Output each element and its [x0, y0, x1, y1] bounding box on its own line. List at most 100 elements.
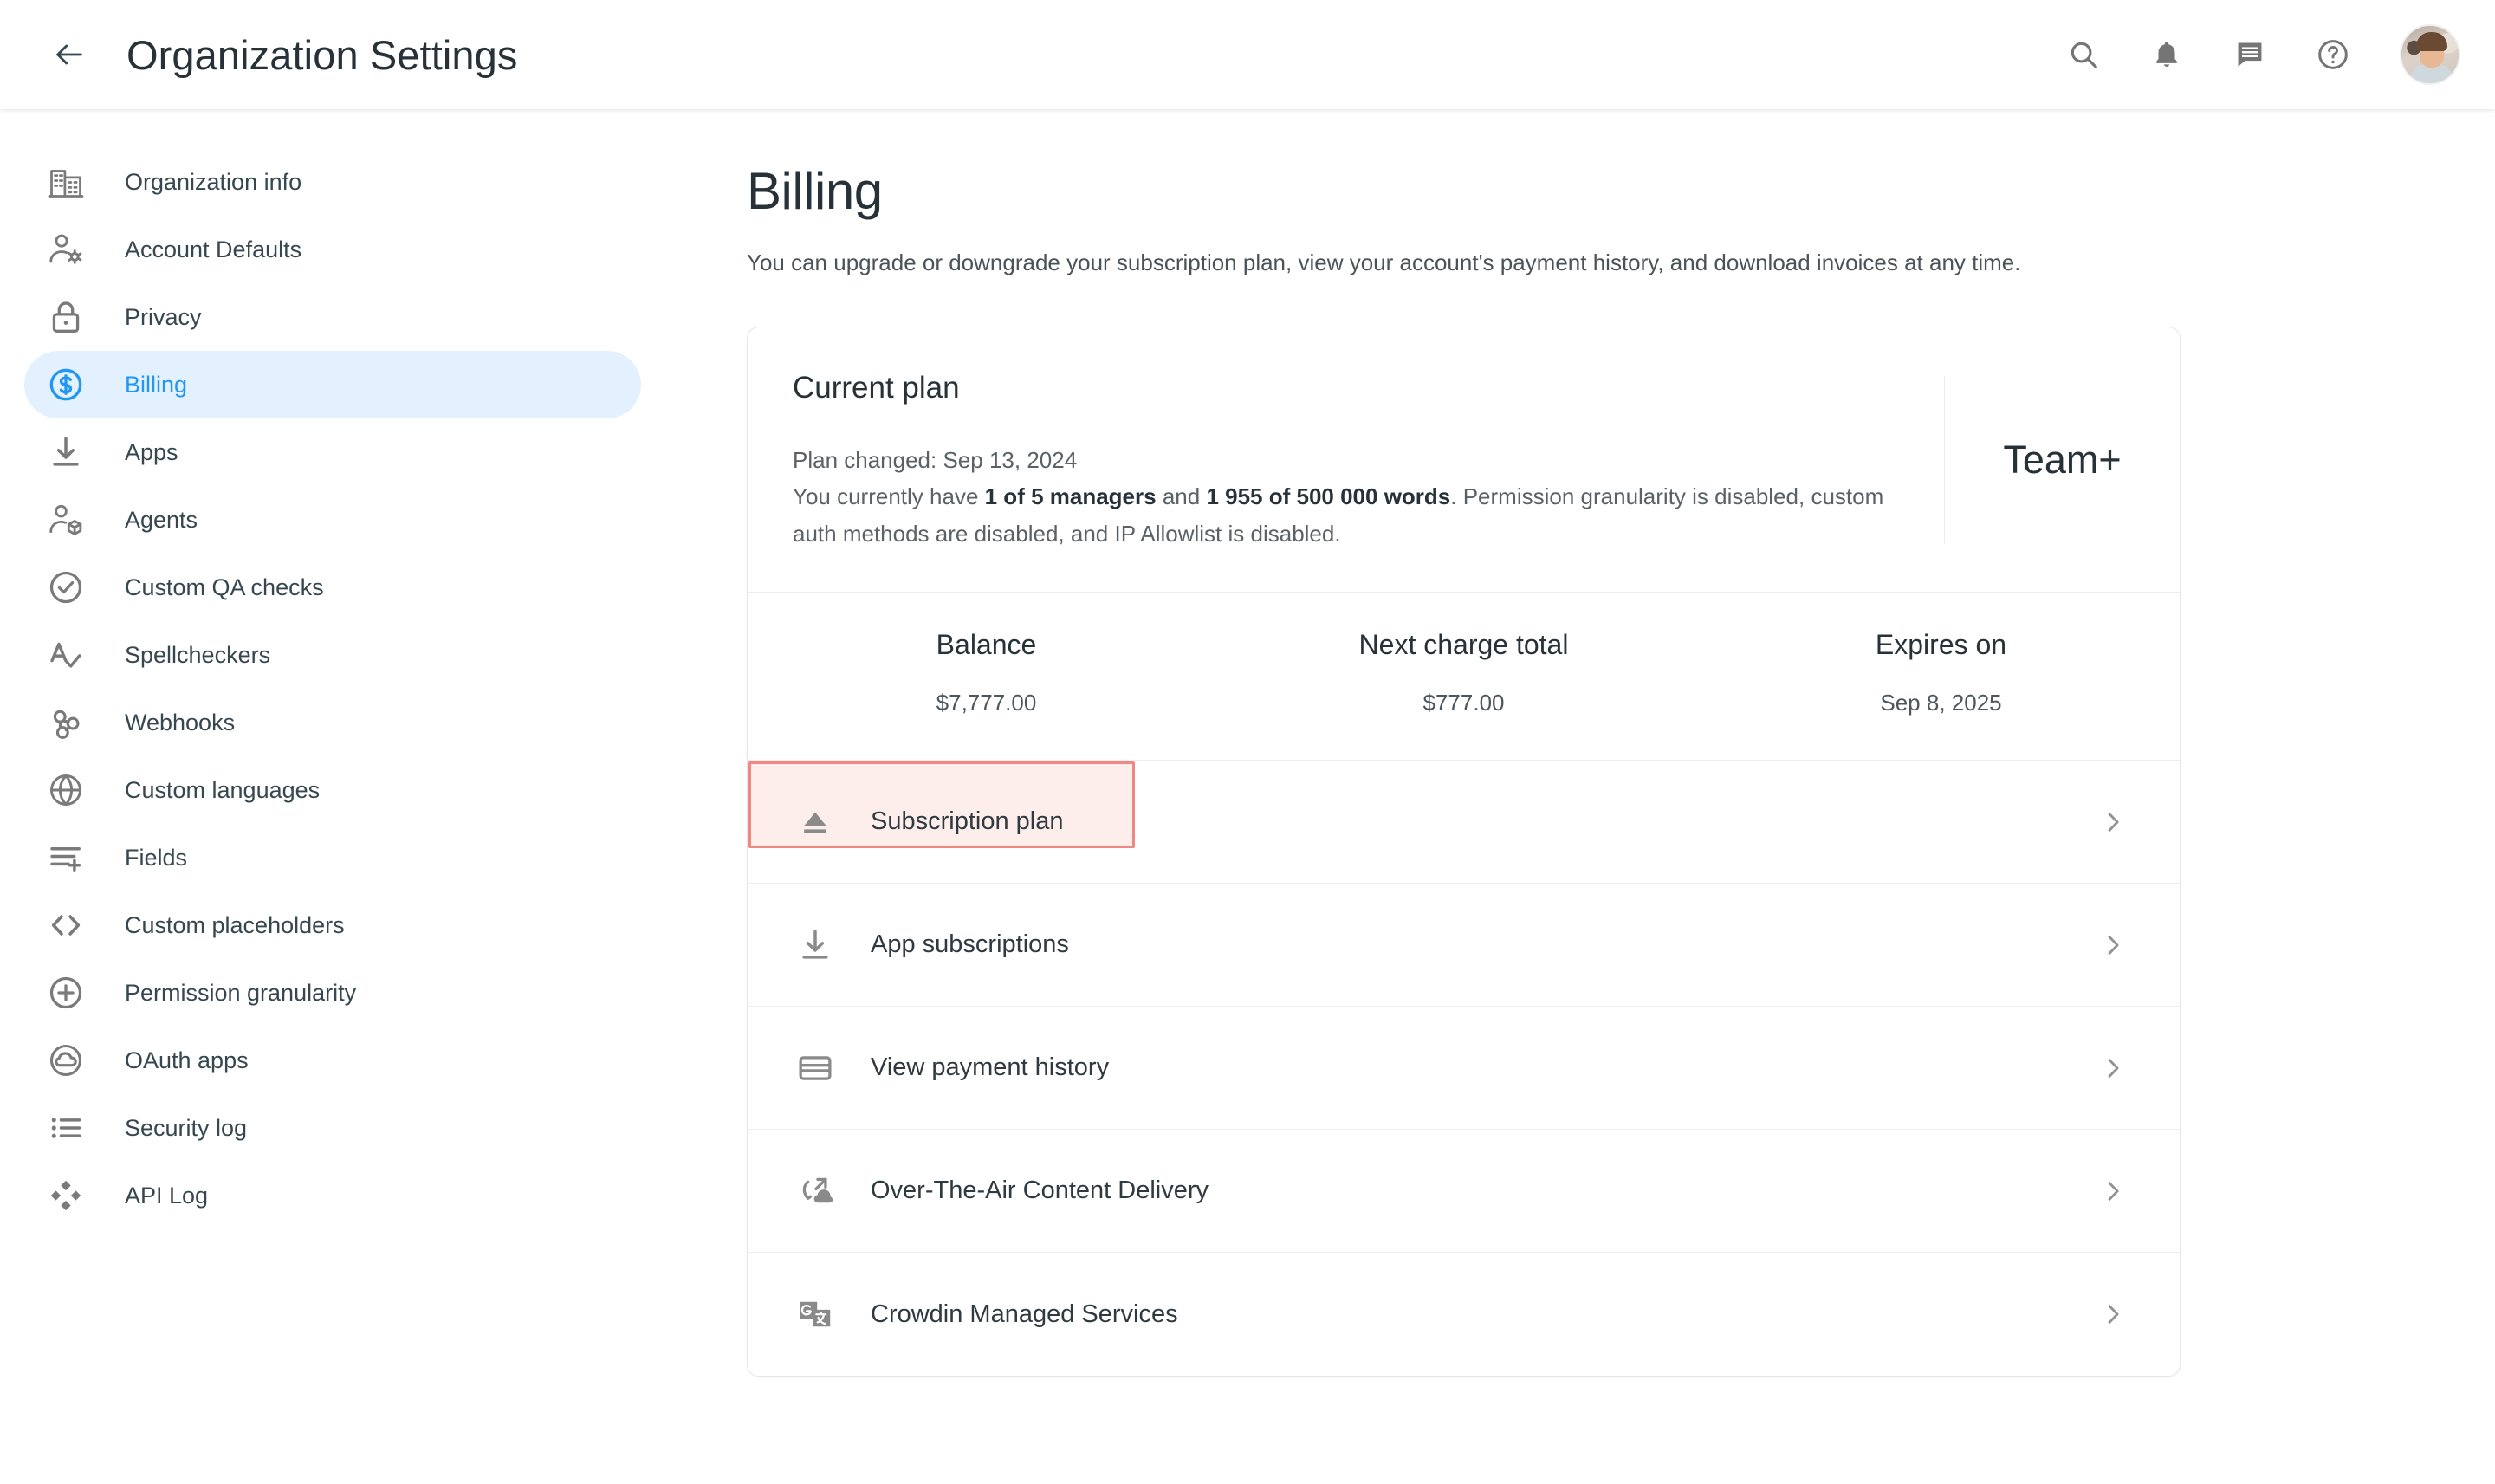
row-label: Subscription plan [871, 807, 1064, 836]
spellcheck-icon [43, 632, 88, 677]
usage-suffix: . Permission granularity is disabled, cu… [793, 483, 1884, 547]
sidebar-item-apps[interactable]: Apps [24, 418, 641, 486]
stat-label: Balance [936, 629, 1037, 661]
sidebar-item-oauth-apps[interactable]: OAuth apps [24, 1027, 641, 1094]
sidebar-item-label: Custom languages [125, 776, 321, 803]
back-button[interactable] [36, 22, 102, 87]
row-app-subscriptions[interactable]: App subscriptions [748, 884, 2180, 1008]
selection-highlight [748, 761, 1135, 849]
sidebar-item-label: Organization info [125, 168, 302, 195]
check-circle-icon [43, 565, 88, 610]
sidebar-item-label: Agents [125, 506, 198, 533]
code-brackets-icon [43, 903, 88, 948]
notifications-icon[interactable] [2142, 29, 2192, 80]
top-header-bar: Organization Settings [0, 0, 2495, 109]
row-over-the-air-delivery[interactable]: Over-The-Air Content Delivery [748, 1130, 2180, 1254]
sidebar-item-agents[interactable]: Agents [24, 486, 641, 554]
sidebar-item-label: OAuth apps [125, 1047, 249, 1073]
cloud-circle-icon [43, 1038, 88, 1083]
usage-words: 1 955 of 500 000 words [1206, 483, 1451, 510]
row-label: View payment history [871, 1053, 1110, 1082]
bullet-list-icon [43, 1105, 88, 1150]
chevron-right-icon[interactable] [2098, 807, 2128, 837]
diamond-nodes-icon [43, 1173, 88, 1218]
sidebar-item-custom-qa-checks[interactable]: Custom QA checks [24, 554, 641, 621]
lock-icon [43, 295, 88, 340]
sidebar-item-organization-info[interactable]: Organization info [24, 148, 641, 216]
credit-card-icon [793, 1046, 838, 1091]
billing-card: Current plan Plan changed: Sep 13, 2024 … [747, 327, 2181, 1377]
current-plan-heading: Current plan [793, 371, 960, 405]
sidebar-item-label: Permission granularity [125, 979, 357, 1006]
sidebar-item-label: Apps [125, 438, 178, 465]
chevron-right-icon[interactable] [2098, 1176, 2128, 1206]
sidebar-item-label: Custom QA checks [125, 574, 324, 600]
sidebar-item-label: Billing [125, 371, 188, 398]
translate-icon [793, 1292, 838, 1337]
sidebar-item-privacy[interactable]: Privacy [24, 283, 641, 351]
billing-rows: Subscription plan App subscriptions View p… [748, 761, 2180, 1376]
chevron-right-icon[interactable] [2098, 930, 2128, 960]
dollar-circle-icon [43, 362, 88, 407]
current-plan-details: Current plan Plan changed: Sep 13, 2024 … [748, 327, 1944, 592]
download-icon [793, 923, 838, 968]
webhook-icon [43, 700, 88, 745]
row-view-payment-history[interactable]: View payment history [748, 1007, 2180, 1131]
sidebar-item-custom-placeholders[interactable]: Custom placeholders [24, 891, 641, 959]
usage-managers: 1 of 5 managers [984, 483, 1157, 510]
plan-badge-container: Team+ [1944, 376, 2180, 544]
sidebar-item-label: Spellcheckers [125, 641, 271, 668]
usage-prefix: You currently have [793, 483, 985, 510]
messages-icon[interactable] [2225, 29, 2275, 80]
current-plan-section: Current plan Plan changed: Sep 13, 2024 … [748, 327, 2180, 593]
stat-label: Next charge total [1358, 629, 1569, 661]
avatar[interactable] [2400, 24, 2460, 85]
sidebar-item-permission-granularity[interactable]: Permission granularity [24, 959, 641, 1027]
ota-cloud-icon [793, 1169, 838, 1214]
row-label: Over-The-Air Content Delivery [871, 1176, 1209, 1205]
settings-sidebar: Organization info Account Defaults Privacy… [0, 109, 693, 1484]
sidebar-item-label: Custom placeholders [125, 911, 345, 938]
plus-circle-icon [43, 970, 88, 1015]
download-icon [43, 430, 88, 475]
row-label: Crowdin Managed Services [871, 1299, 1178, 1328]
avatar-body [2410, 64, 2453, 83]
sidebar-item-billing[interactable]: Billing [24, 351, 641, 418]
chevron-right-icon[interactable] [2098, 1299, 2128, 1329]
sidebar-item-label: Webhooks [125, 709, 236, 736]
list-plus-icon [43, 835, 88, 880]
billing-subtitle: You can upgrade or downgrade your subscr… [747, 249, 2021, 275]
main-content: Billing You can upgrade or downgrade you… [693, 109, 2495, 1484]
sidebar-item-custom-languages[interactable]: Custom languages [24, 756, 641, 824]
sidebar-item-label: Security log [125, 1114, 248, 1141]
stat-value: $777.00 [1422, 690, 1505, 716]
eject-triangle-icon [793, 800, 838, 845]
row-crowdin-managed-services[interactable]: Crowdin Managed Services [748, 1253, 2180, 1376]
chevron-right-icon[interactable] [2098, 1053, 2128, 1083]
user-gear-icon [43, 227, 88, 272]
row-subscription-plan[interactable]: Subscription plan [748, 761, 2180, 885]
avatar-hair [2416, 32, 2447, 51]
current-plan-meta: Plan changed: Sep 13, 2024 You currently… [793, 442, 1902, 552]
user-cube-icon [43, 497, 88, 542]
usage-join: and [1156, 483, 1207, 510]
globe-icon [43, 768, 88, 813]
plan-usage-line: You currently have 1 of 5 managers and 1… [793, 478, 1902, 552]
sidebar-item-account-defaults[interactable]: Account Defaults [24, 216, 641, 283]
billing-title: Billing [747, 162, 883, 220]
search-icon[interactable] [2058, 29, 2109, 80]
sidebar-item-fields[interactable]: Fields [24, 824, 641, 891]
sidebar-item-security-log[interactable]: Security log [24, 1094, 641, 1162]
arrow-left-icon [56, 44, 82, 65]
stat-value: Sep 8, 2025 [1880, 690, 2002, 716]
sidebar-item-api-log[interactable]: API Log [24, 1162, 641, 1229]
stat-expires-on: Expires on Sep 8, 2025 [1702, 629, 2180, 716]
help-icon[interactable] [2308, 29, 2358, 80]
stat-balance: Balance $7,777.00 [748, 629, 1225, 716]
sidebar-item-spellcheckers[interactable]: Spellcheckers [24, 621, 641, 689]
header-actions [2058, 24, 2460, 85]
sidebar-item-webhooks[interactable]: Webhooks [24, 689, 641, 756]
building-icon [43, 159, 88, 204]
plan-changed-line: Plan changed: Sep 13, 2024 [793, 447, 1078, 473]
stat-label: Expires on [1875, 629, 2007, 661]
